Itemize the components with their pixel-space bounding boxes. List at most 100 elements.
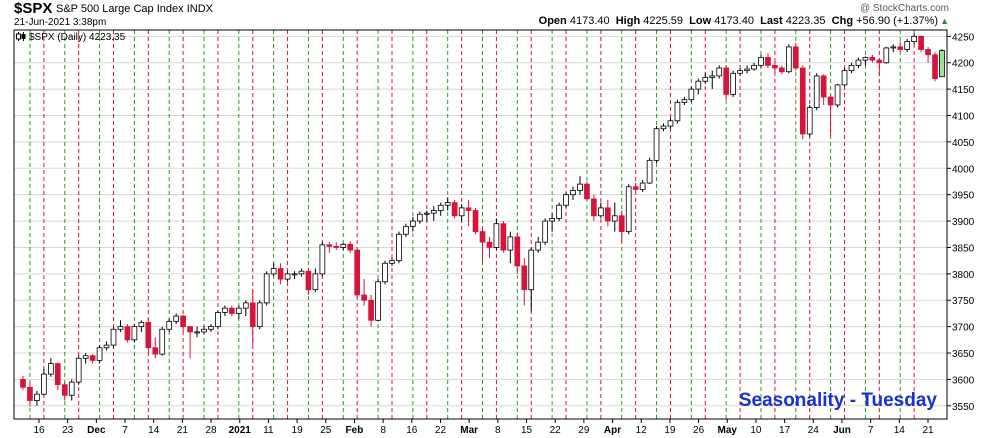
candle-body: [806, 107, 813, 135]
candle-body: [563, 194, 569, 206]
candle-body: [611, 215, 618, 222]
candle-body: [291, 273, 298, 276]
candle-body: [319, 244, 326, 275]
triangle-up-icon: ▲: [940, 16, 949, 26]
candle-body: [403, 225, 409, 235]
low-label: Low: [689, 15, 712, 27]
candle-body: [75, 357, 82, 383]
x-tick-label: 14: [894, 425, 906, 436]
candle-body: [347, 243, 354, 251]
candle-body: [54, 363, 61, 386]
description-label: S&P 500 Large Cap Index INDX: [56, 3, 213, 15]
candle-body: [716, 67, 723, 77]
candle-body: [117, 326, 124, 330]
candle-body: [688, 88, 695, 101]
candle-body: [598, 207, 604, 217]
candlestick-icon: [16, 32, 26, 41]
candle-body: [702, 77, 709, 82]
candle-body: [27, 386, 33, 401]
x-tick-label: 8: [380, 425, 386, 436]
candle-body: [41, 373, 47, 395]
candle-body: [410, 220, 416, 227]
candle-body: [312, 273, 319, 291]
candle-body: [695, 80, 702, 90]
candle-body: [939, 50, 945, 78]
ohlc-readout: Open 4173.40 High 4225.59 Low 4173.40 La…: [539, 15, 949, 27]
candle-body: [486, 241, 493, 248]
candle-body: [215, 311, 221, 328]
candle-body: [305, 270, 312, 291]
candle-body: [68, 381, 75, 396]
candle-body: [639, 182, 646, 190]
last-label: Last: [760, 15, 783, 27]
open-label: Open: [538, 15, 567, 27]
candle-body: [173, 315, 180, 322]
y-tick-label: 4250: [952, 32, 975, 43]
candle-body: [166, 320, 173, 330]
candle-body: [827, 96, 834, 106]
y-tick-label: 4000: [952, 164, 975, 175]
candle-body: [152, 347, 159, 355]
x-tick-label: 2021: [229, 425, 252, 436]
candle-body: [500, 223, 507, 251]
candle-body: [103, 344, 110, 349]
candle-body: [772, 64, 778, 69]
candle-body: [263, 273, 270, 304]
candle-body: [208, 326, 214, 330]
candle-body: [396, 233, 402, 262]
candle-body: [444, 202, 451, 206]
candle-body: [834, 84, 841, 106]
x-tick-label: 24: [808, 425, 820, 436]
y-tick-label: 3850: [952, 243, 975, 254]
y-tick-label: 3600: [952, 375, 975, 386]
timestamp: 21-Jun-2021 3:38pm: [14, 17, 107, 28]
candle-body: [785, 46, 792, 73]
y-tick-label: 3750: [952, 296, 975, 307]
candle-body: [124, 326, 131, 341]
y-tick-label: 4050: [952, 138, 975, 149]
candle-body: [138, 322, 145, 328]
candle-body: [723, 67, 730, 95]
y-axis: 3550 3600 3650 3700 3750 3800 3850 3900 3950 4000…: [947, 32, 975, 413]
plot-frame: [13, 29, 948, 420]
candle-body: [354, 249, 361, 296]
x-tick-label: 8: [495, 425, 501, 436]
x-tick-label: 21: [922, 425, 934, 436]
x-tick-label: May: [718, 425, 738, 436]
candle-body: [201, 328, 207, 333]
candle-body: [848, 64, 855, 72]
candle-body: [368, 299, 374, 321]
candle-body: [528, 249, 535, 291]
y-tick-label: 3700: [952, 323, 975, 334]
legend-text: $SPX (Daily) 4223.35: [29, 32, 126, 43]
candle-body: [242, 302, 249, 309]
candle-body: [451, 202, 458, 217]
candle-body: [911, 35, 917, 43]
x-tick-label: 14: [148, 425, 160, 436]
candle-body: [855, 59, 862, 66]
chg-label: Chg: [831, 15, 854, 27]
candle-body: [584, 183, 590, 200]
chart-header: $SPX S&P 500 Large Cap Index INDX @ Stoc…: [0, 0, 990, 30]
candle-body: [667, 120, 674, 127]
seasonality-annotation: Seasonality - Tuesday: [739, 390, 938, 411]
candle-body: [180, 315, 186, 328]
y-tick-label: 3650: [952, 349, 975, 360]
candle-body: [876, 59, 883, 64]
x-tick-label: 21: [177, 425, 189, 436]
candle-body: [458, 207, 465, 217]
candle-body: [737, 70, 743, 74]
candle-body: [20, 379, 26, 388]
candle-body: [277, 268, 284, 280]
candle-body: [604, 207, 611, 222]
candle-body: [792, 46, 799, 69]
x-tick-label: 26: [693, 425, 705, 436]
candle-body: [187, 326, 193, 333]
candle-body: [521, 265, 528, 291]
candle-body: [591, 198, 597, 217]
y-tick-label: 3900: [952, 217, 975, 228]
candle-body: [235, 307, 242, 314]
x-tick-label: 29: [578, 425, 590, 436]
x-tick-label: 11: [263, 425, 274, 436]
